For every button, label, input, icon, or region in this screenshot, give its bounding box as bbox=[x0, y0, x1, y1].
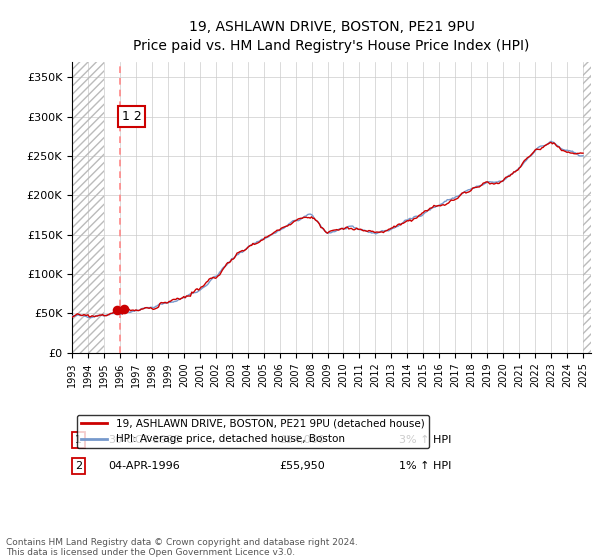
Bar bbox=[72, 62, 104, 353]
Text: 30-OCT-1995: 30-OCT-1995 bbox=[109, 435, 181, 445]
Title: 19, ASHLAWN DRIVE, BOSTON, PE21 9PU
Price paid vs. HM Land Registry's House Pric: 19, ASHLAWN DRIVE, BOSTON, PE21 9PU Pric… bbox=[133, 20, 530, 54]
Text: £55,950: £55,950 bbox=[280, 461, 325, 472]
Text: 1: 1 bbox=[75, 435, 82, 445]
Legend: 19, ASHLAWN DRIVE, BOSTON, PE21 9PU (detached house), HPI: Average price, detach: 19, ASHLAWN DRIVE, BOSTON, PE21 9PU (det… bbox=[77, 415, 428, 449]
Text: 2: 2 bbox=[74, 461, 82, 472]
Text: £54,000: £54,000 bbox=[280, 435, 325, 445]
Text: 3% ↑ HPI: 3% ↑ HPI bbox=[399, 435, 451, 445]
Point bbox=[119, 304, 129, 313]
Text: 04-APR-1996: 04-APR-1996 bbox=[109, 461, 180, 472]
Text: Contains HM Land Registry data © Crown copyright and database right 2024.
This d: Contains HM Land Registry data © Crown c… bbox=[6, 538, 358, 557]
Bar bbox=[72, 62, 104, 353]
Point bbox=[112, 306, 122, 315]
Bar bbox=[583, 62, 591, 353]
Text: 1% ↑ HPI: 1% ↑ HPI bbox=[399, 461, 451, 472]
Text: 1 2: 1 2 bbox=[122, 110, 141, 123]
Bar bbox=[583, 62, 591, 353]
